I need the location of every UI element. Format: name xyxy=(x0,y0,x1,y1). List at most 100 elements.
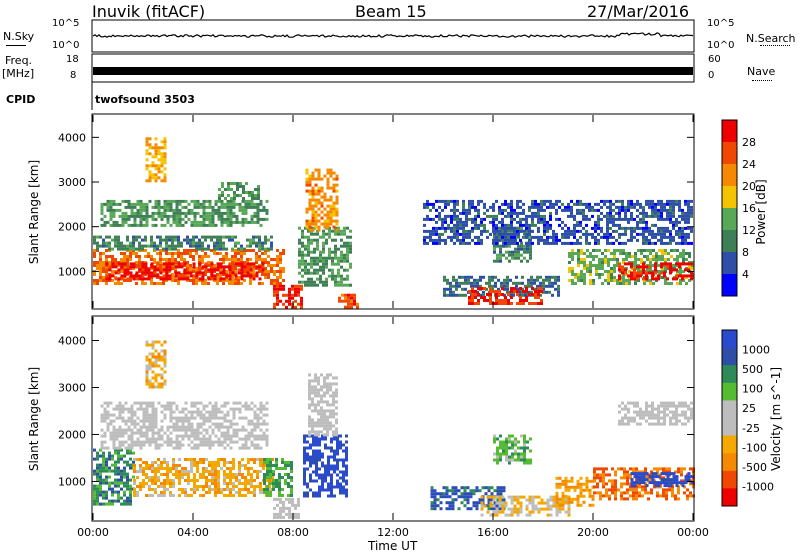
scatter-cell xyxy=(345,467,348,471)
scatter-cell xyxy=(259,202,263,206)
scatter-cell xyxy=(684,235,687,239)
scatter-cell xyxy=(672,277,675,281)
scatter-cell xyxy=(661,255,664,258)
scatter-cell xyxy=(249,264,252,267)
scatter-cell xyxy=(318,491,321,495)
scatter-cell xyxy=(247,491,250,494)
scatter-cell xyxy=(339,485,342,489)
scatter-cell xyxy=(138,247,141,251)
scatter-cell xyxy=(450,238,453,242)
scatter-cell xyxy=(150,258,153,261)
scatter-cell xyxy=(249,238,252,242)
scatter-cell xyxy=(432,226,435,230)
scatter-cell xyxy=(326,171,330,175)
scatter-cell xyxy=(265,443,269,447)
scatter-cell xyxy=(651,235,654,239)
scatter-cell xyxy=(205,211,209,215)
scatter-cell xyxy=(168,247,171,251)
scatter-cell xyxy=(177,265,181,269)
scatter-cell xyxy=(339,443,342,447)
scatter-cell xyxy=(256,413,260,417)
scatter-cell xyxy=(468,229,471,233)
scatter-cell xyxy=(129,502,132,506)
scatter-cell xyxy=(237,268,241,272)
scatter-cell xyxy=(205,491,208,494)
scatter-cell xyxy=(308,379,311,383)
scatter-cell xyxy=(142,419,146,423)
scatter-cell xyxy=(345,470,348,474)
scatter-cell xyxy=(254,188,257,191)
scatter-cell xyxy=(217,425,221,429)
scatter-cell xyxy=(124,419,128,423)
scatter-cell xyxy=(471,287,474,290)
scatter-cell xyxy=(651,229,654,233)
scatter-cell xyxy=(681,214,684,218)
scatter-cell xyxy=(270,279,273,282)
scatter-cell xyxy=(231,267,234,270)
scatter-cell xyxy=(311,418,314,422)
scatter-cell xyxy=(323,424,326,428)
scatter-cell xyxy=(438,235,441,239)
scatter-cell xyxy=(195,274,199,278)
scatter-cell xyxy=(232,467,235,470)
scatter-cell xyxy=(316,259,319,263)
scatter-cell xyxy=(664,279,667,282)
scatter-cell xyxy=(646,267,649,270)
scatter-cell xyxy=(112,214,116,218)
scatter-cell xyxy=(335,228,339,232)
scatter-cell xyxy=(510,214,513,218)
scatter-cell xyxy=(226,425,230,429)
scatter-cell xyxy=(181,410,185,414)
scatter-cell xyxy=(202,476,205,479)
scatter-cell xyxy=(139,401,143,405)
scatter-cell xyxy=(160,217,164,221)
scatter-cell xyxy=(545,290,548,294)
scatter-cell xyxy=(537,296,540,299)
scatter-cell xyxy=(127,205,131,209)
scatter-cell xyxy=(106,422,110,426)
scatter-cell xyxy=(93,255,96,258)
scatter-cell xyxy=(517,250,520,254)
scatter-cell xyxy=(121,410,125,414)
scatter-cell xyxy=(669,214,672,218)
scatter-cell xyxy=(177,255,180,258)
scatter-cell xyxy=(571,282,574,285)
scatter-cell xyxy=(275,479,278,482)
scatter-cell xyxy=(500,284,503,288)
scatter-cell xyxy=(297,290,300,294)
scatter-cell xyxy=(324,476,327,480)
scatter-cell xyxy=(204,252,207,255)
scatter-cell xyxy=(111,487,114,491)
scatter-cell xyxy=(232,205,236,209)
scatter-cell xyxy=(551,275,554,279)
scatter-cell xyxy=(519,199,522,203)
scatter-cell xyxy=(249,262,253,266)
scatter-cell xyxy=(213,264,216,267)
scatter-cell xyxy=(126,484,129,488)
scatter-cell xyxy=(477,208,480,212)
scatter-cell xyxy=(305,183,309,187)
scatter-cell xyxy=(678,202,681,206)
scatter-cell xyxy=(557,275,560,279)
scatter-cell xyxy=(298,247,301,251)
scatter-cell xyxy=(508,253,511,257)
scatter-cell xyxy=(102,451,105,455)
scatter-cell xyxy=(308,222,312,226)
scatter-cell xyxy=(153,282,156,285)
scatter-cell xyxy=(520,226,523,230)
scatter-cell xyxy=(326,418,329,422)
scatter-cell xyxy=(237,262,241,266)
scatter-cell xyxy=(172,473,175,476)
scatter-cell xyxy=(114,258,117,261)
scatter-cell xyxy=(322,268,325,272)
scatter-cell xyxy=(597,217,600,221)
scatter-cell xyxy=(109,422,113,426)
scatter-cell xyxy=(211,220,215,224)
scatter-cell xyxy=(265,217,269,221)
scatter-cell xyxy=(108,255,111,258)
scatter-cell xyxy=(177,252,180,255)
scatter-cell xyxy=(226,476,229,479)
scatter-cell xyxy=(172,208,176,212)
scatter-cell xyxy=(202,443,206,447)
scatter-cell xyxy=(442,495,446,499)
